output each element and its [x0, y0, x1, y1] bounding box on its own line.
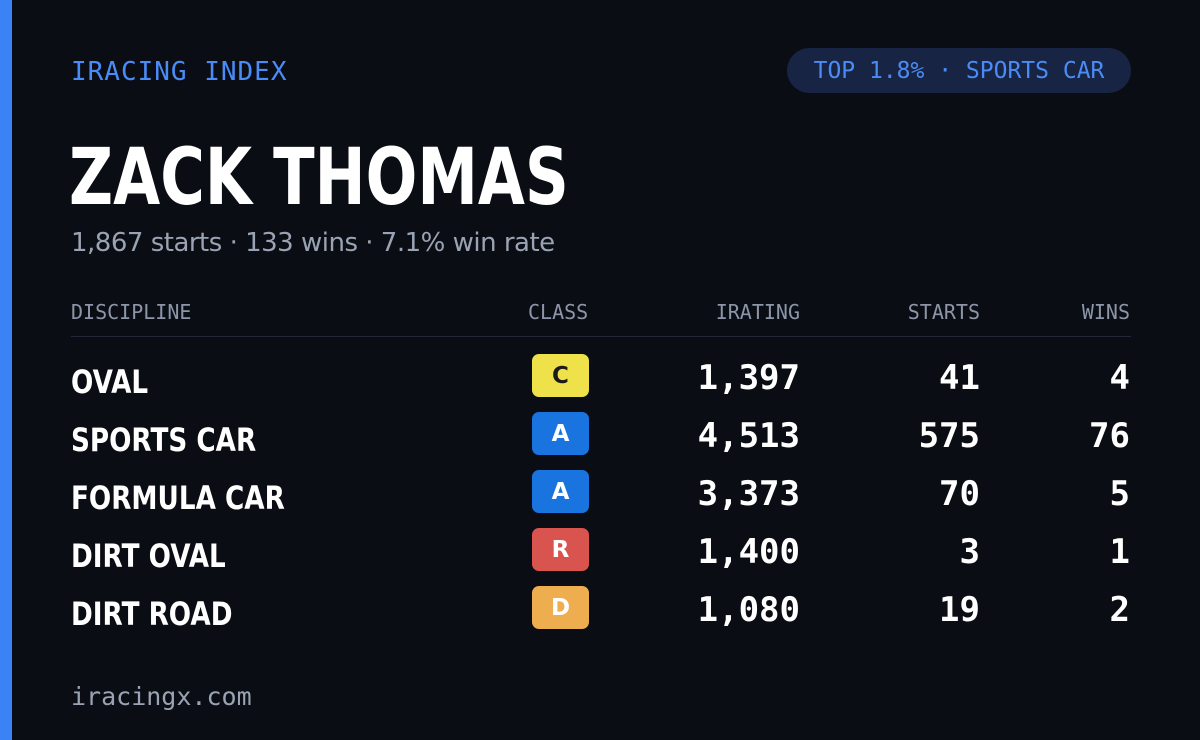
driver-name: ZACK THOMAS — [69, 133, 569, 223]
irating-value: 3,373 — [697, 474, 800, 514]
header-class: CLASS — [528, 300, 589, 324]
irating-value: 1,400 — [697, 532, 800, 572]
starts-value: 575 — [918, 416, 980, 456]
header-discipline: DISCIPLINE — [71, 300, 192, 324]
starts-value: 70 — [939, 474, 980, 514]
table-row: DIRT ROAD D 1,080 19 2 — [71, 578, 1131, 636]
table-header: DISCIPLINE CLASS IRATING STARTS WINS — [71, 300, 1131, 337]
driver-summary: 1,867 starts · 133 wins · 7.1% win rate — [71, 228, 555, 258]
table-row: SPORTS CAR A 4,513 575 76 — [71, 404, 1131, 462]
wins-value: 2 — [1109, 590, 1130, 630]
discipline-name: DIRT ROAD — [71, 595, 233, 633]
brand-title: IRACING INDEX — [71, 57, 288, 87]
discipline-name: DIRT OVAL — [71, 537, 226, 575]
header-starts: STARTS — [907, 300, 980, 324]
discipline-name: FORMULA CAR — [71, 479, 285, 517]
accent-bar — [0, 0, 12, 740]
rank-badge: TOP 1.8% · SPORTS CAR — [787, 48, 1131, 93]
header-wins: WINS — [1081, 300, 1130, 324]
license-class-badge: A — [532, 470, 589, 513]
header-irating: IRATING — [715, 300, 800, 324]
license-class-badge: C — [532, 354, 589, 397]
starts-value: 41 — [939, 358, 980, 398]
table-row: FORMULA CAR A 3,373 70 5 — [71, 462, 1131, 520]
license-class-badge: D — [532, 586, 589, 629]
starts-value: 19 — [939, 590, 980, 630]
wins-value: 4 — [1109, 358, 1130, 398]
license-class-badge: A — [532, 412, 589, 455]
starts-value: 3 — [959, 532, 980, 572]
wins-value: 5 — [1109, 474, 1130, 514]
discipline-name: SPORTS CAR — [71, 421, 257, 459]
discipline-table: OVAL C 1,397 41 4 SPORTS CAR A 4,513 575… — [71, 346, 1131, 636]
irating-value: 1,397 — [697, 358, 800, 398]
irating-value: 4,513 — [697, 416, 800, 456]
license-class-badge: R — [532, 528, 589, 571]
table-row: OVAL C 1,397 41 4 — [71, 346, 1131, 404]
table-row: DIRT OVAL R 1,400 3 1 — [71, 520, 1131, 578]
irating-value: 1,080 — [697, 590, 800, 630]
wins-value: 1 — [1109, 532, 1130, 572]
footer-site-link[interactable]: iracingx.com — [71, 682, 252, 711]
discipline-name: OVAL — [71, 363, 149, 401]
wins-value: 76 — [1089, 416, 1130, 456]
